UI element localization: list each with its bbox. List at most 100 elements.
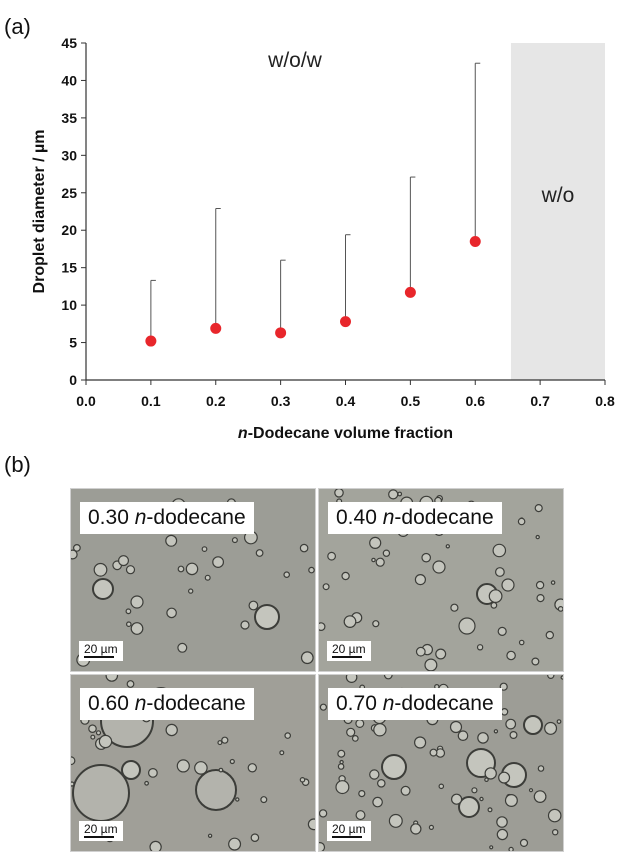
- droplet: [248, 600, 259, 611]
- droplet: [88, 724, 97, 734]
- droplet: [144, 780, 149, 786]
- droplet: [457, 730, 469, 741]
- droplet: [121, 760, 141, 780]
- droplet: [279, 750, 285, 756]
- droplet: [557, 606, 563, 612]
- droplet: [105, 675, 119, 682]
- droplet: [476, 644, 484, 651]
- panel-b-label: (b): [4, 452, 31, 477]
- droplet: [438, 783, 445, 790]
- droplet: [299, 777, 306, 783]
- droplet: [358, 789, 366, 798]
- droplet: [195, 769, 237, 811]
- droplet: [382, 549, 391, 557]
- droplet: [71, 549, 78, 560]
- droplet: [343, 615, 357, 629]
- droplet: [451, 793, 463, 805]
- droplet: [550, 580, 556, 585]
- droplet: [351, 735, 359, 742]
- micrograph-060: 0.60 n-dodecane 20 µm: [70, 674, 316, 852]
- y-tick-label: 40: [61, 72, 77, 88]
- data-point: [210, 322, 222, 334]
- droplet: [147, 767, 158, 778]
- droplet: [335, 780, 350, 795]
- region-label-0: w/o/w: [267, 49, 323, 72]
- y-tick-label: 30: [61, 147, 77, 163]
- droplet: [432, 560, 446, 574]
- droplet: [327, 551, 337, 561]
- droplet: [165, 534, 178, 547]
- droplet: [497, 626, 507, 636]
- y-tick-label: 0: [69, 372, 77, 388]
- data-point: [404, 286, 416, 298]
- droplet: [533, 790, 547, 803]
- y-tick-label: 15: [61, 260, 77, 276]
- droplet: [130, 622, 144, 635]
- x-tick-label: 0.3: [271, 393, 291, 409]
- droplet: [517, 517, 526, 526]
- droplet: [505, 718, 517, 730]
- droplet: [221, 736, 229, 744]
- droplet: [371, 557, 376, 563]
- droplet: [488, 589, 503, 603]
- droplet: [165, 723, 178, 737]
- droplet: [319, 622, 326, 631]
- droplet: [346, 727, 356, 737]
- droplet: [435, 648, 447, 660]
- y-tick-label: 25: [61, 185, 77, 201]
- panel-a-label: (a): [4, 14, 31, 39]
- y-tick-label: 35: [61, 110, 77, 126]
- micrograph-070: 0.70 n-dodecane 20 µm: [318, 674, 564, 852]
- data-point: [340, 316, 351, 328]
- droplet: [254, 604, 280, 630]
- droplet: [388, 489, 399, 500]
- droplet: [500, 707, 509, 716]
- droplet: [369, 769, 380, 780]
- droplet: [235, 797, 240, 802]
- droplet: [93, 562, 108, 577]
- droplet: [284, 732, 292, 739]
- droplet: [149, 840, 162, 851]
- droplet: [217, 740, 223, 746]
- x-tick-label: 0.8: [595, 393, 615, 409]
- droplet: [283, 571, 291, 579]
- droplet: [519, 838, 529, 847]
- region-shade-1: [510, 43, 605, 380]
- droplet: [255, 549, 264, 557]
- droplet: [560, 675, 563, 680]
- droplet: [355, 718, 365, 728]
- droplet: [400, 785, 411, 796]
- droplet: [508, 846, 514, 851]
- droplet: [506, 650, 516, 661]
- droplet: [337, 749, 346, 758]
- droplet: [260, 796, 268, 804]
- data-point: [469, 235, 481, 247]
- droplet: [299, 543, 309, 553]
- droplet: [504, 793, 518, 807]
- droplet: [373, 723, 387, 737]
- scale-bar-040: 20 µm: [327, 641, 371, 661]
- droplet: [247, 763, 257, 773]
- droplet: [341, 571, 350, 581]
- droplet: [424, 658, 438, 671]
- droplet: [523, 715, 543, 735]
- region-label-1: w/o: [541, 184, 575, 207]
- droplet: [322, 583, 330, 591]
- droplet: [487, 807, 493, 813]
- droplet: [71, 756, 76, 766]
- droplet: [458, 796, 480, 818]
- droplet: [194, 761, 208, 775]
- x-tick-label: 0.4: [336, 393, 356, 409]
- droplet: [479, 796, 484, 802]
- droplet: [484, 777, 489, 783]
- droplet: [528, 788, 534, 793]
- droplet: [544, 721, 558, 735]
- y-tick-label: 5: [69, 335, 77, 351]
- droplet: [334, 489, 344, 498]
- droplet: [126, 680, 135, 688]
- droplet: [250, 833, 260, 843]
- droplet: [375, 557, 385, 567]
- droplet: [547, 675, 555, 679]
- droplet: [98, 734, 113, 749]
- droplet: [531, 657, 540, 666]
